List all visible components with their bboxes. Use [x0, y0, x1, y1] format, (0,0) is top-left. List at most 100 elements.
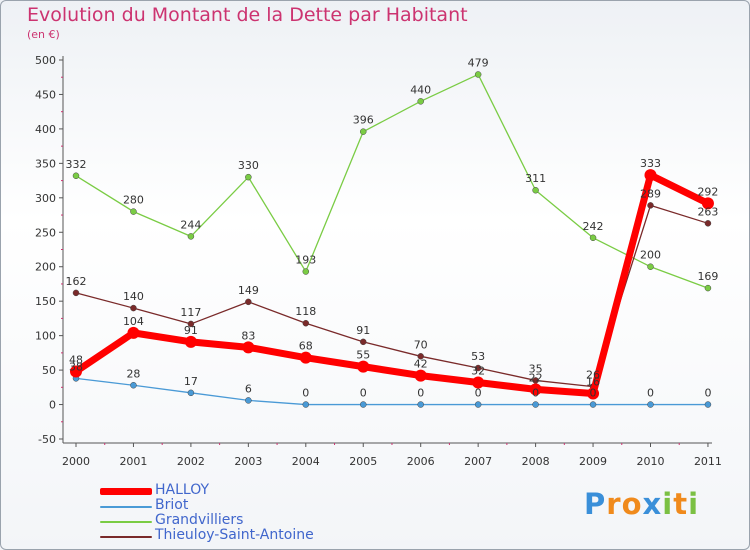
data-label: 32	[471, 364, 485, 377]
data-point	[532, 401, 539, 408]
logo-letter: P	[584, 487, 607, 521]
data-label: 17	[184, 375, 198, 388]
data-point	[299, 351, 312, 364]
data-point	[704, 401, 712, 408]
data-label: 118	[295, 305, 316, 318]
data-point	[414, 369, 427, 382]
data-label: 83	[241, 329, 255, 342]
data-point	[587, 387, 600, 400]
x-tick-label: 2009	[579, 455, 607, 468]
data-label: 91	[356, 324, 370, 337]
data-point	[187, 233, 195, 240]
legend-label: Grandvilliers	[155, 512, 244, 528]
data-point	[589, 234, 597, 242]
data-label: 70	[414, 338, 428, 351]
data-point	[72, 289, 80, 297]
data-label: 289	[640, 187, 661, 200]
data-label: 104	[123, 315, 144, 328]
legend-swatch	[100, 488, 152, 495]
data-label: 48	[69, 353, 83, 366]
data-label: 42	[414, 358, 428, 371]
data-point	[647, 401, 654, 408]
y-tick-label: 400	[35, 123, 56, 136]
x-tick-label: 2004	[292, 455, 320, 468]
logo-letter: o	[621, 487, 643, 521]
data-label: 0	[475, 387, 482, 400]
legend-label: Briot	[155, 497, 189, 513]
data-label: 38	[69, 360, 83, 373]
data-point	[474, 401, 482, 408]
data-label: 6	[245, 382, 252, 395]
data-label: 53	[471, 350, 485, 363]
data-label: 149	[238, 284, 259, 297]
logo-letter: x	[642, 487, 663, 521]
data-label: 140	[123, 290, 144, 303]
data-label: 330	[238, 159, 259, 172]
data-label: 35	[529, 362, 543, 375]
legend-swatch	[100, 535, 152, 538]
chart-title: Evolution du Montant de la Dette par Hab…	[27, 4, 468, 26]
data-point	[360, 401, 367, 408]
data-label: 193	[295, 254, 316, 267]
data-point	[130, 208, 137, 215]
data-label: 0	[360, 387, 367, 400]
data-label: 0	[532, 387, 539, 400]
data-point	[72, 172, 80, 180]
data-label: 479	[468, 56, 489, 69]
data-label: 311	[525, 172, 546, 185]
data-point	[704, 220, 712, 227]
data-label: 333	[640, 157, 661, 170]
data-point	[417, 353, 424, 360]
data-point	[245, 397, 252, 404]
logo-letter: r	[606, 487, 622, 521]
data-label: 292	[697, 185, 718, 198]
data-label: 26	[586, 369, 600, 382]
y-tick-label: 450	[35, 88, 56, 101]
data-point	[472, 376, 485, 389]
x-tick-label: 2003	[234, 455, 262, 468]
series-line-thieuloy-saint-antoine	[75, 204, 709, 388]
x-tick-label: 2008	[522, 455, 550, 468]
y-tick-label: 50	[42, 364, 56, 377]
data-point	[245, 173, 252, 181]
x-tick-label: 2000	[62, 455, 90, 468]
data-label: 263	[697, 205, 718, 218]
legend-label: Thieuloy-Saint-Antoine	[155, 527, 314, 543]
data-label: 332	[66, 158, 87, 171]
x-tick-label: 2007	[464, 455, 492, 468]
data-point	[474, 364, 482, 372]
data-label: 55	[356, 349, 370, 362]
data-point	[245, 298, 252, 306]
logo-letter: i	[662, 487, 674, 521]
data-label: 117	[180, 306, 201, 319]
legend-swatch	[100, 505, 152, 508]
data-label: 396	[353, 114, 374, 127]
data-point	[187, 320, 195, 328]
data-point	[302, 319, 310, 327]
data-point	[130, 382, 137, 389]
data-label: 242	[583, 220, 604, 233]
data-point	[647, 263, 654, 270]
data-point	[417, 401, 424, 408]
y-tick-label: 150	[35, 295, 56, 308]
data-point	[70, 365, 82, 378]
x-tick-label: 2005	[349, 455, 377, 468]
y-tick-label: 300	[35, 192, 56, 205]
data-point	[644, 169, 657, 182]
y-tick-label: 200	[35, 261, 56, 274]
data-label: 440	[410, 83, 431, 96]
data-point	[417, 98, 424, 105]
data-label: 169	[697, 270, 718, 283]
series-line-briot	[75, 377, 708, 406]
data-label: 162	[66, 275, 87, 288]
data-point	[360, 128, 367, 135]
series-line-grandvilliers	[75, 73, 709, 289]
data-point	[704, 284, 712, 292]
series-line-halloy	[74, 171, 710, 398]
data-point	[701, 197, 714, 210]
data-label: 0	[590, 387, 597, 400]
data-point	[184, 335, 197, 348]
x-tick-label: 2011	[694, 455, 722, 468]
data-point	[529, 383, 542, 396]
